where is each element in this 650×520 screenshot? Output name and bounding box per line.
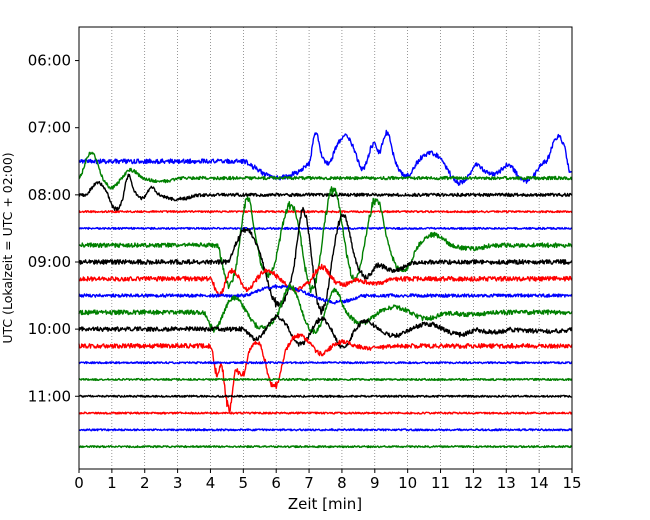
trace-0945 bbox=[78, 283, 573, 335]
x-tick-label: 12 bbox=[464, 474, 483, 492]
x-tick-label: 5 bbox=[239, 474, 249, 492]
trace-1130 bbox=[78, 428, 573, 432]
x-tick-label: 1 bbox=[107, 474, 117, 492]
x-tick-label: 2 bbox=[140, 474, 150, 492]
x-tick-label: 11 bbox=[431, 474, 450, 492]
trace-0830 bbox=[78, 226, 573, 230]
trace-1145 bbox=[78, 445, 573, 449]
x-tick-label: 6 bbox=[271, 474, 281, 492]
trace-0930 bbox=[78, 284, 573, 305]
trace-0815 bbox=[78, 210, 573, 214]
y-tick-label: 09:00 bbox=[28, 253, 71, 271]
trace-1015 bbox=[78, 333, 573, 414]
y-tick-label: 06:00 bbox=[28, 52, 71, 70]
trace-1115 bbox=[78, 411, 573, 415]
trace-0845 bbox=[78, 186, 573, 294]
x-tick-label: 13 bbox=[497, 474, 516, 492]
trace-0745 bbox=[78, 151, 573, 190]
trace-0800 bbox=[78, 173, 573, 212]
traces bbox=[78, 129, 573, 449]
x-tick-label: 15 bbox=[562, 474, 581, 492]
trace-1000 bbox=[78, 314, 573, 349]
x-tick-label: 8 bbox=[337, 474, 347, 492]
x-tick-label: 3 bbox=[173, 474, 183, 492]
plot-background bbox=[79, 27, 572, 469]
y-axis-label: UTC (Lokalzeit = UTC + 02:00) bbox=[0, 152, 15, 343]
x-tick-label: 4 bbox=[206, 474, 216, 492]
trace-0730 bbox=[78, 129, 573, 186]
x-tick-label: 9 bbox=[370, 474, 380, 492]
x-tick-label: 14 bbox=[530, 474, 549, 492]
trace-1045 bbox=[78, 377, 573, 382]
trace-0915 bbox=[78, 263, 573, 297]
y-tick-label: 10:00 bbox=[28, 320, 71, 338]
y-tick-label: 08:00 bbox=[28, 186, 71, 204]
trace-1100 bbox=[78, 394, 573, 398]
plot-frame bbox=[78, 26, 573, 470]
x-tick-label: 7 bbox=[304, 474, 314, 492]
y-tick-label: 11:00 bbox=[28, 387, 71, 405]
x-axis-label: Zeit [min] bbox=[288, 495, 362, 513]
x-tick-label: 0 bbox=[74, 474, 84, 492]
x-axis: 0 1 2 3 4 5 6 7 8 9 10 11 12 13 14 15 bbox=[74, 469, 582, 492]
y-axis: 06:00 07:00 08:00 09:00 10:00 11:00 bbox=[28, 52, 79, 405]
x-tick-label: 10 bbox=[398, 474, 417, 492]
trace-1030 bbox=[78, 361, 573, 365]
y-tick-label: 07:00 bbox=[28, 119, 71, 137]
